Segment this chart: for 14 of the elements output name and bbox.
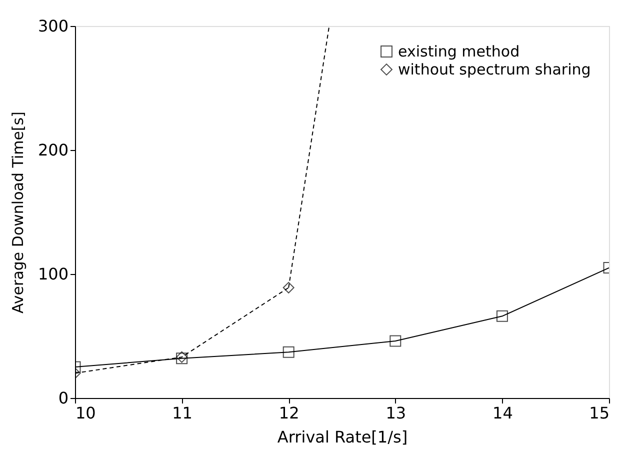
y-tick-label: 0 (58, 388, 68, 408)
y-tick-label: 100 (38, 264, 68, 284)
legend-label: existing method (398, 42, 520, 60)
y-tick-label: 200 (38, 140, 68, 160)
x-tick-label: 10 (76, 404, 96, 422)
y-tick-label: 300 (38, 16, 68, 36)
x-tick-label: 13 (386, 404, 406, 422)
x-tick-label: 11 (172, 404, 192, 422)
y-axis-title: Average Download Time[s] (8, 112, 27, 314)
x-tick-label: 12 (278, 404, 300, 422)
x-axis-title: Arrival Rate[1/s] (277, 428, 408, 446)
x-tick-label: 15 (589, 404, 610, 422)
legend-label: without spectrum sharing (398, 60, 591, 78)
x-tick-label: 14 (492, 404, 513, 422)
